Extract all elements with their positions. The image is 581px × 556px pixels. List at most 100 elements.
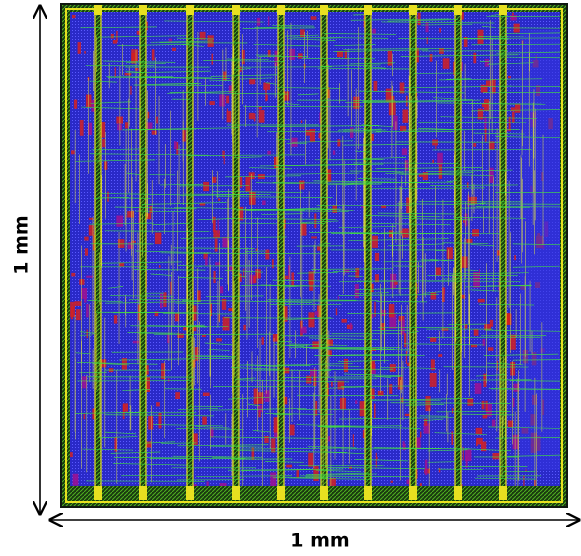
horizontal-wire	[323, 33, 396, 35]
metal-patch	[442, 287, 445, 303]
metal-patch	[240, 176, 243, 188]
horizontal-wire	[507, 454, 560, 457]
horizontal-wire	[230, 447, 342, 450]
horizontal-wire	[182, 44, 204, 47]
horizontal-wire	[225, 175, 301, 178]
horizontal-wire	[141, 202, 227, 205]
horizontal-wire	[362, 99, 481, 102]
horizontal-wire	[161, 83, 202, 85]
metal-patch	[102, 138, 106, 148]
horizontal-wire	[509, 380, 560, 382]
horizontal-wire	[460, 206, 531, 209]
horizontal-wire	[377, 212, 458, 215]
horizontal-wire	[396, 203, 458, 205]
metal-patch	[355, 400, 358, 404]
metal-patch	[158, 265, 161, 268]
pad	[277, 5, 285, 15]
metal-patch	[385, 88, 392, 102]
metal-patch	[373, 403, 376, 419]
horizontal-wire	[299, 473, 377, 477]
metal-patch	[212, 216, 216, 232]
horizontal-wire	[97, 35, 187, 38]
horizontal-wire	[152, 222, 190, 225]
metal-patch	[422, 172, 429, 181]
horizontal-dimension-label: 1 mm	[290, 530, 349, 552]
metal-patch	[114, 67, 116, 78]
metal-patch	[151, 130, 157, 135]
horizontal-wire	[103, 60, 176, 63]
metal-patch	[337, 139, 341, 147]
horizontal-wire	[305, 472, 370, 476]
metal-patch	[172, 47, 177, 51]
metal-patch	[145, 213, 152, 220]
metal-patch	[315, 401, 318, 416]
horizontal-wire	[276, 87, 341, 89]
horizontal-wire	[264, 461, 304, 463]
metal-patch	[249, 79, 256, 85]
metal-patch	[124, 72, 132, 76]
metal-patch	[505, 313, 512, 326]
metal-patch	[226, 95, 230, 104]
metal-patch	[463, 36, 468, 47]
metal-patch	[492, 452, 500, 460]
metal-patch	[463, 219, 466, 223]
metal-patch	[73, 99, 78, 109]
horizontal-wire	[376, 166, 483, 170]
horizontal-wire	[81, 106, 144, 110]
metal-patch	[432, 159, 435, 164]
metal-patch	[484, 324, 492, 331]
metal-patch	[439, 27, 441, 33]
horizontal-wire	[75, 411, 141, 414]
metal-patch	[210, 303, 212, 317]
metal-patch	[508, 116, 511, 131]
horizontal-wire	[437, 102, 546, 105]
metal-patch	[160, 293, 163, 309]
metal-patch	[429, 372, 437, 387]
metal-patch	[124, 122, 129, 129]
horizontal-wire	[491, 388, 560, 391]
horizontal-wire	[423, 418, 444, 421]
horizontal-wire	[400, 172, 474, 175]
horizontal-wire	[145, 441, 175, 444]
metal-patch	[86, 275, 93, 278]
horizontal-wire	[110, 295, 174, 297]
horizontal-wire	[495, 136, 560, 139]
metal-patch	[424, 418, 428, 426]
horizontal-wire	[374, 375, 391, 378]
metal-patch	[84, 297, 87, 303]
horizontal-wire	[513, 359, 560, 361]
horizontal-wire	[166, 90, 238, 94]
horizontal-wire	[337, 128, 366, 131]
metal-patch	[273, 417, 279, 433]
horizontal-wire	[247, 403, 260, 407]
metal-patch	[210, 427, 214, 438]
metal-patch	[314, 311, 319, 316]
metal-patch	[192, 305, 197, 321]
horizontal-wire	[162, 313, 235, 315]
metal-patch	[514, 255, 516, 261]
metal-patch	[389, 364, 396, 372]
horizontal-wire	[427, 461, 457, 463]
horizontal-wire	[228, 396, 271, 400]
metal-patch	[245, 176, 251, 192]
horizontal-wire	[91, 362, 130, 366]
horizontal-wire	[134, 269, 206, 271]
power-stripe	[455, 12, 461, 490]
metal-patch	[258, 409, 261, 418]
horizontal-wire	[121, 474, 193, 477]
metal-patch	[481, 400, 485, 410]
horizontal-wire	[354, 292, 389, 294]
horizontal-wire	[286, 344, 309, 347]
horizontal-wire	[297, 93, 319, 96]
metal-patch	[355, 267, 360, 278]
metal-patch	[486, 403, 492, 417]
horizontal-wire	[338, 417, 454, 420]
metal-patch	[308, 271, 314, 285]
metal-patch	[203, 181, 210, 192]
metal-patch	[372, 28, 376, 34]
metal-patch	[485, 80, 492, 87]
metal-patch	[435, 143, 437, 150]
metal-patch	[71, 272, 76, 277]
horizontal-wire	[345, 101, 455, 103]
